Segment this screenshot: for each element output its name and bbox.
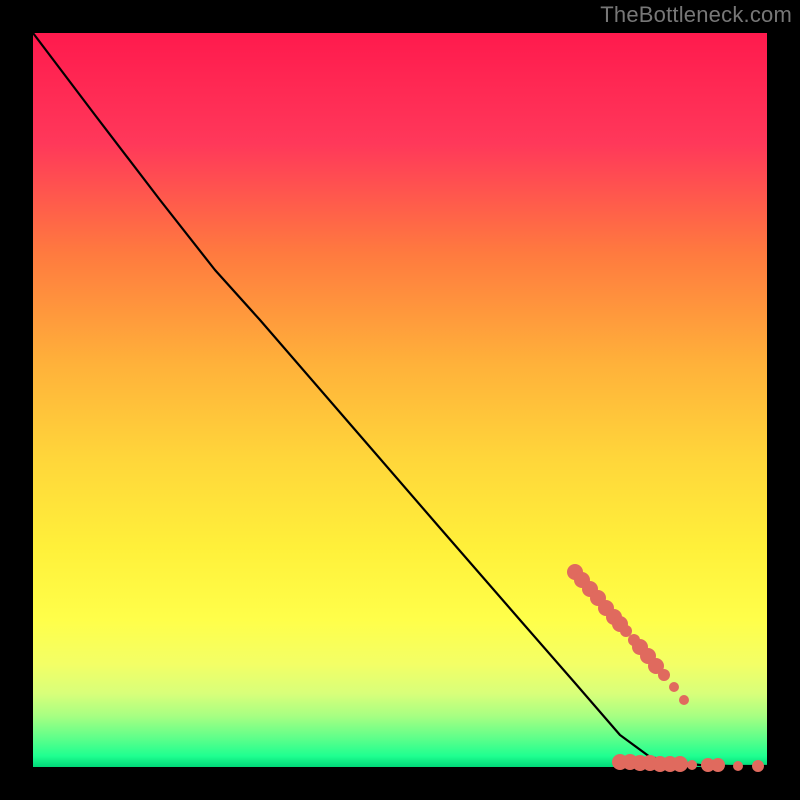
scatter-point [752, 760, 764, 772]
plot-background [33, 33, 767, 767]
scatter-point [711, 758, 725, 772]
scatter-point [679, 695, 689, 705]
scatter-point [733, 761, 743, 771]
scatter-point [672, 756, 688, 772]
scatter-point [620, 625, 632, 637]
chart-frame: TheBottleneck.com [0, 0, 800, 800]
scatter-point [687, 760, 697, 770]
chart-svg [0, 0, 800, 800]
scatter-point [658, 669, 670, 681]
scatter-point [669, 682, 679, 692]
watermark-text: TheBottleneck.com [600, 2, 792, 28]
